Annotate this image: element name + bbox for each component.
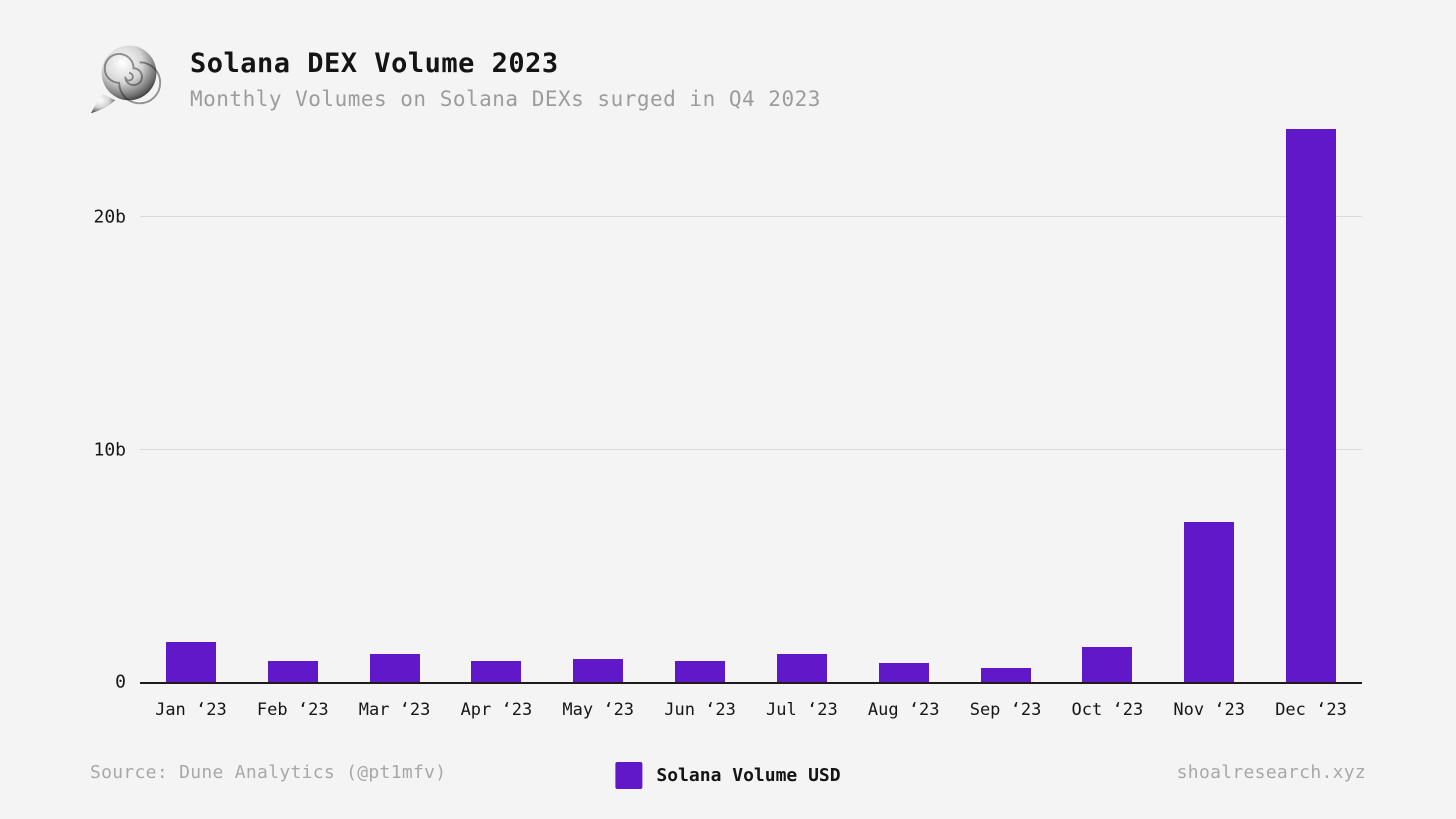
bar-slot bbox=[1056, 124, 1158, 682]
x-tick-label: Dec ‘23 bbox=[1275, 700, 1347, 720]
source-note: Source: Dune Analytics (@pt1mfv) bbox=[90, 762, 447, 783]
legend-label: Solana Volume USD bbox=[656, 765, 841, 786]
chart-title: Solana DEX Volume 2023 bbox=[190, 47, 559, 79]
bar-sep bbox=[980, 668, 1031, 682]
x-tick-label: Jul ‘23 bbox=[766, 700, 838, 720]
bar-nov bbox=[1184, 521, 1235, 682]
y-tick-label: 0 bbox=[115, 671, 126, 693]
site-link: shoalresearch.xyz bbox=[1176, 762, 1366, 783]
x-tick-label: Jan ‘23 bbox=[155, 700, 227, 720]
x-axis-labels: Jan ‘23 Feb ‘23 Mar ‘23 Apr ‘23 May ‘23 Jun ‘… bbox=[140, 700, 1362, 720]
bar-slot bbox=[242, 124, 344, 682]
header: Solana DEX Volume 2023 Monthly Volumes o… bbox=[88, 40, 821, 118]
bar-slot bbox=[140, 124, 242, 682]
x-tick-label: Mar ‘23 bbox=[358, 700, 431, 720]
bar-slot bbox=[547, 124, 649, 682]
bar-jul bbox=[776, 654, 827, 682]
x-tick-label: Feb ‘23 bbox=[256, 700, 329, 720]
legend: Solana Volume USD bbox=[615, 762, 841, 789]
bar-slot bbox=[1260, 124, 1362, 682]
bar-aug bbox=[878, 663, 929, 682]
y-tick-label: 20b bbox=[93, 206, 126, 228]
bar-may bbox=[573, 658, 624, 682]
x-tick-label: Nov ‘23 bbox=[1173, 700, 1246, 720]
bar-feb bbox=[267, 661, 318, 682]
gridline bbox=[140, 216, 1362, 217]
bar-slot bbox=[853, 124, 955, 682]
bar-mar bbox=[369, 654, 420, 682]
bar-slot bbox=[445, 124, 547, 682]
x-tick-label: Aug ‘23 bbox=[867, 700, 940, 720]
bar-apr bbox=[471, 661, 522, 682]
x-tick-label: Oct ‘23 bbox=[1071, 700, 1144, 720]
x-tick-label: Apr ‘23 bbox=[460, 700, 533, 720]
legend-swatch bbox=[615, 762, 643, 789]
bar-slot bbox=[751, 124, 853, 682]
plot-area: 0 10b 20b Jan ‘23 Feb ‘23 Mar ‘23 Apr ‘23 May … bbox=[93, 124, 1362, 720]
x-tick-label: Sep ‘23 bbox=[969, 700, 1042, 720]
bar-dec bbox=[1286, 128, 1337, 682]
shell-logo-icon bbox=[88, 40, 164, 118]
bar-oct bbox=[1082, 647, 1133, 682]
chart-subtitle: Monthly Volumes on Solana DEXs surged in… bbox=[190, 86, 821, 111]
x-tick-label: Jun ‘23 bbox=[664, 700, 736, 720]
y-tick-label: 10b bbox=[93, 439, 126, 460]
bar-jun bbox=[675, 661, 726, 682]
gridline bbox=[140, 448, 1362, 450]
bar-jan bbox=[165, 642, 216, 682]
bar-slot bbox=[649, 124, 751, 682]
bars-container bbox=[140, 124, 1362, 682]
bar-slot bbox=[1158, 124, 1260, 682]
x-tick-label: May ‘23 bbox=[562, 700, 635, 720]
titles: Solana DEX Volume 2023 Monthly Volumes o… bbox=[190, 48, 821, 111]
bar-slot bbox=[344, 124, 446, 682]
bar-slot bbox=[955, 124, 1057, 682]
